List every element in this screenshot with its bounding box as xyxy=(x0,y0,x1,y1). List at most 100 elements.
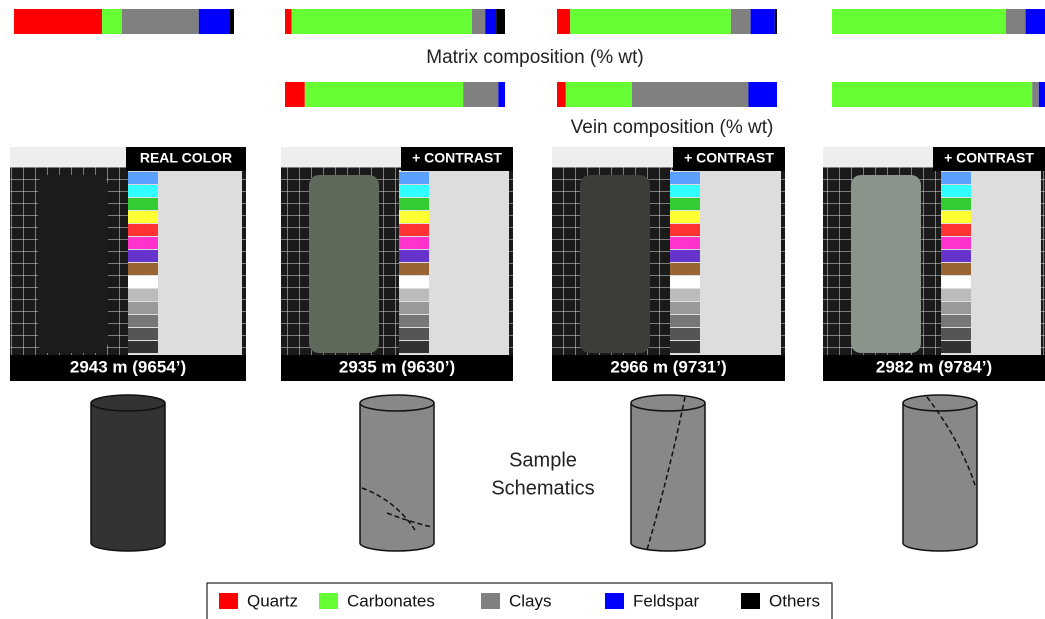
cylinder xyxy=(903,403,977,551)
color-swatch xyxy=(128,172,158,184)
color-swatch xyxy=(941,211,971,223)
cylinder xyxy=(631,403,705,551)
bar-segment xyxy=(1006,9,1026,34)
color-swatch xyxy=(399,211,429,223)
color-swatch xyxy=(128,302,158,314)
bar-segment xyxy=(498,82,505,107)
bar-segment xyxy=(557,82,566,107)
color-swatch xyxy=(941,328,971,340)
cylinder-top xyxy=(360,395,434,411)
core xyxy=(309,175,379,353)
legend-swatch xyxy=(219,593,238,609)
bar-segment xyxy=(557,9,570,34)
schematics xyxy=(91,395,977,551)
bar-segment xyxy=(199,9,230,34)
color-swatch xyxy=(399,198,429,210)
color-swatch xyxy=(128,263,158,275)
color-swatch xyxy=(670,211,700,223)
legend-label: Clays xyxy=(509,591,552,610)
color-swatch xyxy=(941,302,971,314)
cylinder-top xyxy=(91,395,165,411)
badge: + CONTRAST xyxy=(944,150,1034,166)
color-swatch xyxy=(128,289,158,301)
color-swatch xyxy=(670,224,700,236)
color-swatch xyxy=(399,289,429,301)
color-swatch xyxy=(941,250,971,262)
bar-segment xyxy=(570,9,731,34)
color-swatch xyxy=(128,315,158,327)
legend-swatch xyxy=(741,593,760,609)
bar-segment xyxy=(102,9,122,34)
color-swatch xyxy=(399,315,429,327)
color-card xyxy=(128,170,242,355)
bar-segment xyxy=(230,9,234,34)
bar-segment xyxy=(496,9,505,34)
chart-title: Vein composition (% wt) xyxy=(571,117,774,138)
color-swatch xyxy=(399,172,429,184)
badge: REAL COLOR xyxy=(140,150,232,166)
depth-label: 2943 m (9654’) xyxy=(70,357,186,376)
page: REAL COLOR 2943 m (9654’) + CONTRAST 2935 m… xyxy=(0,0,1045,619)
color-swatch xyxy=(670,198,700,210)
color-swatch xyxy=(941,263,971,275)
bar-segment xyxy=(472,9,485,34)
legend-label: Feldspar xyxy=(633,591,699,610)
figure: REAL COLOR 2943 m (9654’) + CONTRAST 2935 m… xyxy=(0,0,1045,619)
bar-segment xyxy=(566,82,632,107)
bar-segment xyxy=(832,82,1032,107)
color-swatch xyxy=(399,263,429,275)
color-card xyxy=(941,170,1041,355)
badge: + CONTRAST xyxy=(412,150,502,166)
bar-segment xyxy=(1026,9,1045,34)
schematics-label: Schematics xyxy=(491,477,594,499)
color-swatch xyxy=(128,276,158,288)
bar-segment xyxy=(775,9,777,34)
color-swatch xyxy=(941,276,971,288)
color-swatch xyxy=(399,276,429,288)
color-swatch xyxy=(670,341,700,353)
core xyxy=(38,175,108,353)
color-swatch xyxy=(941,289,971,301)
color-swatch xyxy=(128,237,158,249)
bar-segment xyxy=(305,82,463,107)
bar-segment xyxy=(292,9,472,34)
color-swatch xyxy=(670,172,700,184)
color-swatch xyxy=(941,172,971,184)
bar-segment xyxy=(748,82,777,107)
color-swatch xyxy=(399,250,429,262)
color-swatch xyxy=(670,185,700,197)
color-swatch xyxy=(399,328,429,340)
depth-label: 2935 m (9630’) xyxy=(339,357,455,376)
legend-label: Quartz xyxy=(247,591,298,610)
bar-segment xyxy=(1032,82,1039,107)
color-swatch xyxy=(399,185,429,197)
color-swatch xyxy=(941,237,971,249)
color-swatch xyxy=(128,341,158,353)
bar-segment xyxy=(463,82,498,107)
color-swatch xyxy=(941,198,971,210)
color-swatch xyxy=(128,224,158,236)
bar-segment xyxy=(1039,82,1045,107)
bar-segment xyxy=(285,82,305,107)
depth-label: 2966 m (9731’) xyxy=(610,357,726,376)
cylinder xyxy=(360,403,434,551)
color-card xyxy=(670,170,781,355)
depth-label: 2982 m (9784’) xyxy=(876,357,992,376)
color-swatch xyxy=(670,263,700,275)
chart-title: Matrix composition (% wt) xyxy=(426,47,644,68)
color-swatch xyxy=(670,276,700,288)
bar-segment xyxy=(122,9,199,34)
color-swatch xyxy=(941,185,971,197)
legend-label: Carbonates xyxy=(347,591,435,610)
color-swatch xyxy=(670,250,700,262)
cylinder-top xyxy=(631,395,705,411)
legend-label: Others xyxy=(769,591,820,610)
color-swatch xyxy=(128,211,158,223)
color-swatch xyxy=(670,315,700,327)
legend-swatch xyxy=(605,593,624,609)
color-swatch xyxy=(399,341,429,353)
bar-segment xyxy=(731,9,751,34)
legend-swatch xyxy=(481,593,500,609)
core xyxy=(851,175,921,353)
color-swatch xyxy=(128,185,158,197)
